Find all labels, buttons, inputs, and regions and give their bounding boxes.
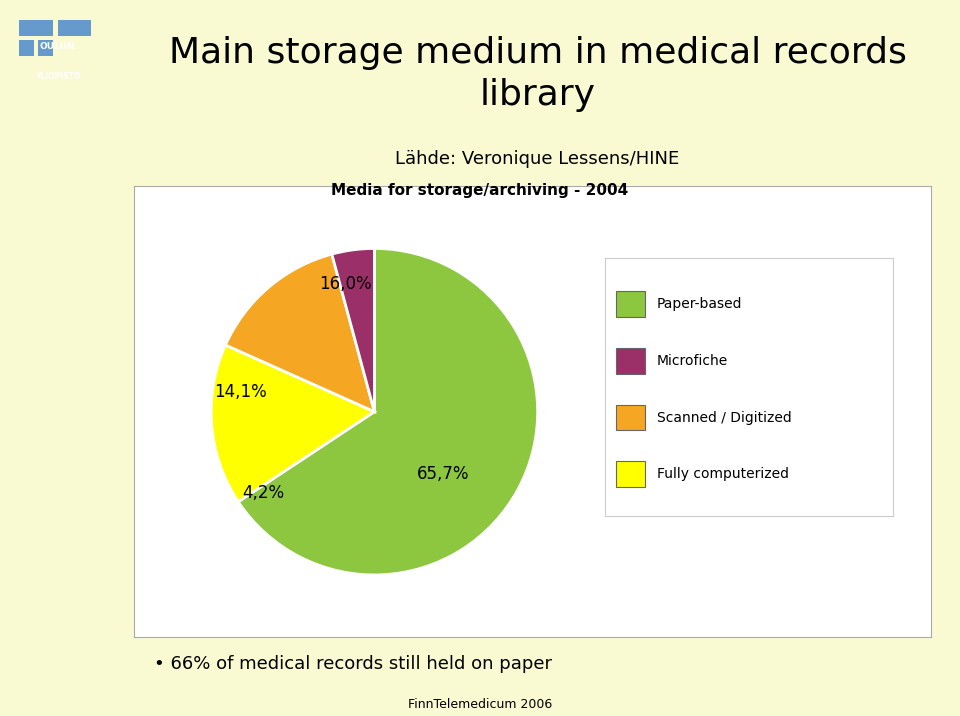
Wedge shape <box>211 345 374 502</box>
Bar <box>19 20 53 36</box>
Bar <box>616 461 645 487</box>
Text: 16,0%: 16,0% <box>319 276 372 294</box>
Text: 65,7%: 65,7% <box>417 465 469 483</box>
Wedge shape <box>226 254 374 412</box>
Text: • 66% of medical records still held on paper: • 66% of medical records still held on p… <box>154 655 552 673</box>
Text: Paper-based: Paper-based <box>657 297 742 311</box>
Wedge shape <box>238 248 538 575</box>
Text: 4,2%: 4,2% <box>242 484 284 503</box>
Bar <box>616 348 645 374</box>
Bar <box>616 291 645 317</box>
Wedge shape <box>332 248 374 412</box>
Text: FinnTelemedicum 2006: FinnTelemedicum 2006 <box>408 698 552 711</box>
Text: Main storage medium in medical records
library: Main storage medium in medical records l… <box>169 36 906 112</box>
Text: Media for storage/archiving - 2004: Media for storage/archiving - 2004 <box>331 183 629 198</box>
Text: Lähde: Veronique Lessens/HINE: Lähde: Veronique Lessens/HINE <box>396 150 680 168</box>
Text: Fully computerized: Fully computerized <box>657 468 789 481</box>
Bar <box>38 40 53 56</box>
Text: Scanned / Digitized: Scanned / Digitized <box>657 410 791 425</box>
Text: OULUN: OULUN <box>40 42 75 52</box>
Bar <box>19 40 34 56</box>
Bar <box>58 20 91 36</box>
Text: 14,1%: 14,1% <box>214 383 267 401</box>
Text: Microfiche: Microfiche <box>657 354 728 368</box>
Text: YLIOPISTO: YLIOPISTO <box>35 72 81 81</box>
Bar <box>616 405 645 430</box>
